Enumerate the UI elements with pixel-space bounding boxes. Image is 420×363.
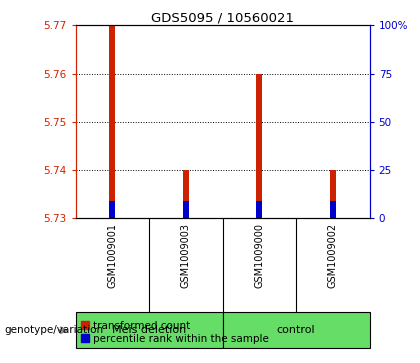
Bar: [109, 201, 115, 218]
Bar: [256, 74, 262, 218]
Text: control: control: [277, 325, 315, 335]
Text: GSM1009002: GSM1009002: [328, 223, 338, 287]
Text: GSM1009003: GSM1009003: [181, 223, 191, 287]
Text: Meis deletion: Meis deletion: [112, 325, 186, 335]
Text: GSM1009000: GSM1009000: [255, 223, 264, 287]
Bar: [183, 170, 189, 218]
Bar: [330, 201, 336, 218]
Bar: [330, 170, 336, 218]
Text: genotype/variation: genotype/variation: [4, 325, 103, 335]
Bar: [256, 201, 262, 218]
Legend: transformed count, percentile rank within the sample: transformed count, percentile rank withi…: [81, 321, 269, 344]
Title: GDS5095 / 10560021: GDS5095 / 10560021: [151, 11, 294, 24]
Bar: [183, 201, 189, 218]
Bar: [223, 312, 370, 348]
Bar: [109, 25, 115, 218]
Bar: [76, 312, 223, 348]
Text: GSM1009001: GSM1009001: [108, 223, 117, 287]
